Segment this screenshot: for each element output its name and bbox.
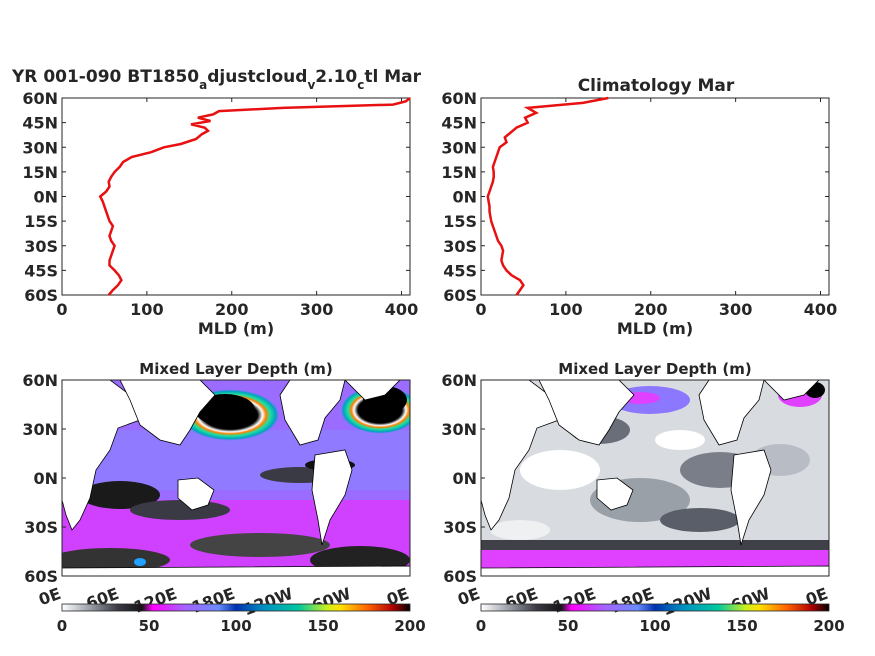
panel-b-ytick-label: 0N xyxy=(452,188,477,207)
panel-d-xtick-label: 180E xyxy=(608,584,656,617)
panel-c-heatmap xyxy=(62,380,410,576)
panel-b-ytick-label: 45S xyxy=(443,261,477,280)
panel-a-axes-box xyxy=(61,97,411,296)
panel-d-colorbar-tick-label: 50 xyxy=(558,617,579,635)
panel-a-ytick-label: 30N xyxy=(22,138,58,157)
panel-a-xtick-label: 300 xyxy=(300,300,333,319)
panel-d-xtick-label: 120E xyxy=(550,584,598,617)
panel-climatology-map: Mixed Layer Depth (m) xyxy=(441,360,844,635)
panel-b-ytick-label: 60S xyxy=(443,286,477,305)
panel-c-ytick-label: 0N xyxy=(33,469,58,488)
panel-b-ytick-label: 60N xyxy=(441,89,477,108)
panel-a-ytick-label: 15N xyxy=(22,163,58,182)
panel-c-colorbar-tick-label: 150 xyxy=(307,617,338,635)
panel-a-xtick-label: 100 xyxy=(130,300,163,319)
panel-c-ytick-label: 30S xyxy=(24,518,58,537)
panel-d-colorbar-tick-label: 150 xyxy=(726,617,757,635)
panel-climatology-profile: Climatology Mar 0 100 200 300 400 60N 45N 30N 15… xyxy=(441,76,837,338)
panel-d-ytick-label: 60S xyxy=(443,567,477,586)
panel-b-ytick-label: 15N xyxy=(441,163,477,182)
panel-d-ytick-label: 60N xyxy=(441,371,477,390)
panel-a-ticks: 0 100 200 300 400 60N 45N 30N 15N 0N 15S 30S 45S 60S xyxy=(22,89,418,319)
panel-d-ytick-label: 30N xyxy=(441,420,477,439)
panel-c-colorbar-tick-label: 200 xyxy=(394,617,425,635)
panel-b-axes-box xyxy=(480,97,830,296)
panel-d-colorbar: 0 50 100 150 200 xyxy=(476,603,845,635)
panel-c-title: Mixed Layer Depth (m) xyxy=(139,360,332,378)
panel-b-ytick-label: 15S xyxy=(443,212,477,231)
panel-a-ytick-label: 60N xyxy=(22,89,58,108)
panel-a-xtick-label: 0 xyxy=(56,300,67,319)
panel-c-xtick-label: 0E xyxy=(36,584,63,609)
panel-c-colorbar-tick-label: 0 xyxy=(57,617,67,635)
panel-b-ticks: 0 100 200 300 400 60N 45N 30N 15N 0N 15S 30S 45S 60S xyxy=(441,89,837,319)
panel-d-ytick-label: 30S xyxy=(443,518,477,537)
panel-a-xlabel: MLD (m) xyxy=(198,319,274,338)
panel-d-xtick-label: 120W xyxy=(660,584,715,619)
panel-b-ytick-label: 45N xyxy=(441,114,477,133)
panel-d-title: Mixed Layer Depth (m) xyxy=(558,360,751,378)
panel-d-heatmap xyxy=(481,380,829,576)
panel-a-ytick-label: 0N xyxy=(33,188,58,207)
panel-b-xtick-label: 400 xyxy=(804,300,837,319)
panel-d-colorbar-tick-label: 0 xyxy=(476,617,486,635)
panel-a-ytick-label: 60S xyxy=(24,286,58,305)
panel-c-colorbar-tick-label: 100 xyxy=(220,617,251,635)
panel-b-xtick-label: 100 xyxy=(549,300,582,319)
panel-c-xtick-label: 120E xyxy=(131,584,179,617)
panel-a-ytick-label: 45S xyxy=(24,261,58,280)
panel-d-colorbar-tick-label: 200 xyxy=(813,617,844,635)
panel-c-ytick-label: 30N xyxy=(22,420,58,439)
panel-b-profile-line xyxy=(486,96,609,296)
panel-b-ytick-label: 30S xyxy=(443,237,477,256)
panel-c-colorbar-tick-label: 50 xyxy=(139,617,160,635)
panel-b-xtick-label: 200 xyxy=(634,300,667,319)
panel-b-title: Climatology Mar xyxy=(578,76,735,96)
panel-d-xtick-label: 0E xyxy=(455,584,482,609)
panel-a-xtick-label: 200 xyxy=(215,300,248,319)
panel-a-ytick-label: 30S xyxy=(24,237,58,256)
panel-c-xtick-label: 180E xyxy=(189,584,237,617)
panel-d-ytick-label: 0N xyxy=(452,469,477,488)
panel-c-xtick-label: 120W xyxy=(241,584,296,619)
panel-a-profile-line xyxy=(98,97,411,296)
panel-b-xlabel: MLD (m) xyxy=(617,319,693,338)
panel-a-ytick-label: 15S xyxy=(24,212,58,231)
panel-a-ytick-label: 45N xyxy=(22,114,58,133)
panel-c-colorbar: 0 50 100 150 200 xyxy=(57,603,426,635)
panel-c-ytick-label: 60N xyxy=(22,371,58,390)
panel-model-map: Mixed Layer Depth (m) xyxy=(22,360,425,635)
panel-model-profile: YR 001-090 BT1850adjustcloudv2.10ctl Mar… xyxy=(11,67,422,338)
panel-b-ytick-label: 30N xyxy=(441,138,477,157)
panel-c-ytick-label: 60S xyxy=(24,567,58,586)
panel-a-title: YR 001-090 BT1850adjustcloudv2.10ctl Mar xyxy=(11,67,422,92)
panel-b-xtick-label: 0 xyxy=(475,300,486,319)
panel-b-xtick-label: 300 xyxy=(719,300,752,319)
panel-d-colorbar-tick-label: 100 xyxy=(639,617,670,635)
panel-a-xtick-label: 400 xyxy=(385,300,418,319)
